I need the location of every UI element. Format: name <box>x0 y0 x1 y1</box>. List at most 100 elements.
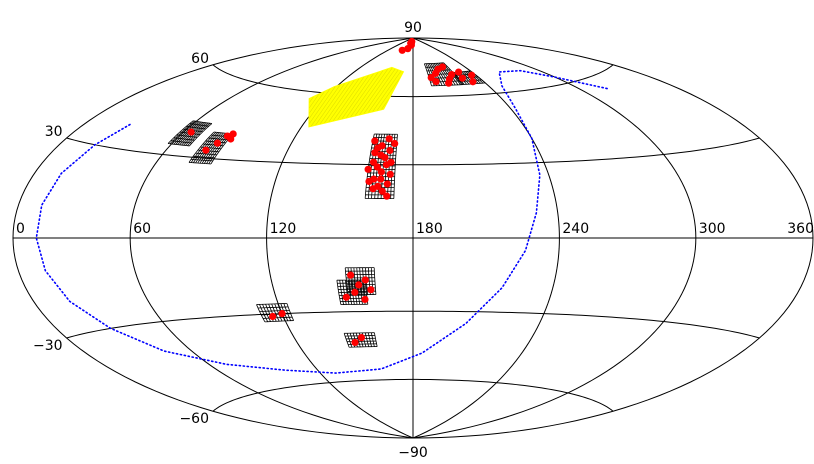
patch-line <box>346 333 353 348</box>
patch-line <box>261 313 291 316</box>
data-point <box>378 187 386 195</box>
data-point <box>355 281 363 289</box>
meridian-label-360: 360 <box>787 221 814 237</box>
patch-line <box>344 332 375 334</box>
data-point <box>213 139 222 147</box>
hatched-region-fill <box>308 66 405 128</box>
data-point <box>385 135 393 143</box>
parallel-60 <box>212 64 614 98</box>
data-point <box>365 177 373 186</box>
meridian-label-240: 240 <box>562 221 589 237</box>
patch-line <box>271 303 280 322</box>
meridian-label-180: 180 <box>416 221 443 237</box>
data-point <box>373 163 381 171</box>
patch-line <box>173 137 195 141</box>
data-point <box>454 68 463 76</box>
parallel-label--90: −90 <box>398 445 428 461</box>
data-point <box>227 135 235 143</box>
data-point <box>468 71 476 79</box>
track-line <box>35 69 609 374</box>
patch-line <box>370 332 375 347</box>
red-points <box>187 37 477 347</box>
patch-line <box>286 303 294 321</box>
patch-line <box>195 152 217 156</box>
graticule <box>12 37 814 439</box>
data-point <box>458 74 467 82</box>
data-point <box>383 180 391 188</box>
meridian-label-300: 300 <box>699 221 726 237</box>
data-point <box>357 334 366 342</box>
data-point <box>386 170 394 178</box>
meridian-label-0: 0 <box>16 221 25 237</box>
patch-line <box>188 162 211 165</box>
patch-line <box>191 158 213 162</box>
hatched-region <box>308 66 405 128</box>
patch-line <box>364 332 370 347</box>
parallel-label-90: 90 <box>404 20 422 36</box>
data-point <box>347 271 355 279</box>
parallel-label--30: −30 <box>33 338 63 354</box>
patch-line <box>167 143 190 147</box>
data-point <box>387 158 395 166</box>
data-point <box>381 153 389 162</box>
blue-track <box>35 69 609 374</box>
patch-line <box>189 123 209 127</box>
data-point <box>371 137 379 145</box>
data-point <box>438 63 447 71</box>
patch-line <box>355 332 361 348</box>
data-point <box>351 288 359 296</box>
patch-line <box>349 346 378 348</box>
data-point <box>404 45 412 53</box>
patch-line <box>193 155 215 159</box>
parallel--60 <box>212 378 614 412</box>
data-point <box>367 286 375 294</box>
data-point <box>391 139 399 148</box>
patch-line <box>263 316 293 319</box>
patch-line <box>262 304 271 322</box>
patch-line <box>374 332 378 347</box>
patch-line <box>208 137 229 141</box>
patch-line <box>259 309 290 312</box>
coordinate-labels: 0 60 120 180 240 300 360 90 60 30 −30 −60 −90 <box>16 20 814 461</box>
data-point <box>361 276 369 284</box>
data-point <box>386 146 394 155</box>
data-point <box>408 37 416 46</box>
patch-line <box>186 125 206 130</box>
data-point <box>378 142 386 150</box>
data-point <box>269 312 277 321</box>
parallel-label--60: −60 <box>179 411 209 427</box>
data-point <box>398 46 406 54</box>
parallel--30 <box>66 310 760 339</box>
parallel-label-60: 60 <box>191 51 209 67</box>
data-point <box>383 192 391 200</box>
patch-line <box>256 304 266 323</box>
patch-line <box>274 303 283 322</box>
patch-line <box>367 332 372 347</box>
patch-line <box>283 303 292 321</box>
data-point <box>448 71 456 79</box>
patch-line <box>176 134 198 138</box>
data-point <box>278 309 286 318</box>
data-point <box>369 158 378 166</box>
data-point <box>445 79 453 87</box>
data-point <box>202 146 210 154</box>
data-point <box>432 77 440 86</box>
patch-line <box>257 306 289 309</box>
data-point <box>187 128 195 136</box>
meridian-label-120: 120 <box>270 221 297 237</box>
parallel-30 <box>66 137 760 166</box>
parallel-label-30: 30 <box>45 124 63 140</box>
patch-line <box>259 304 269 322</box>
data-point <box>371 149 379 157</box>
patch-line <box>193 120 212 124</box>
data-point <box>469 78 477 86</box>
data-point <box>364 165 372 173</box>
data-point <box>377 175 385 183</box>
data-point <box>377 168 385 176</box>
patch-line <box>170 140 192 144</box>
patch-line <box>424 62 444 65</box>
data-point <box>342 293 350 301</box>
data-point <box>361 295 369 304</box>
